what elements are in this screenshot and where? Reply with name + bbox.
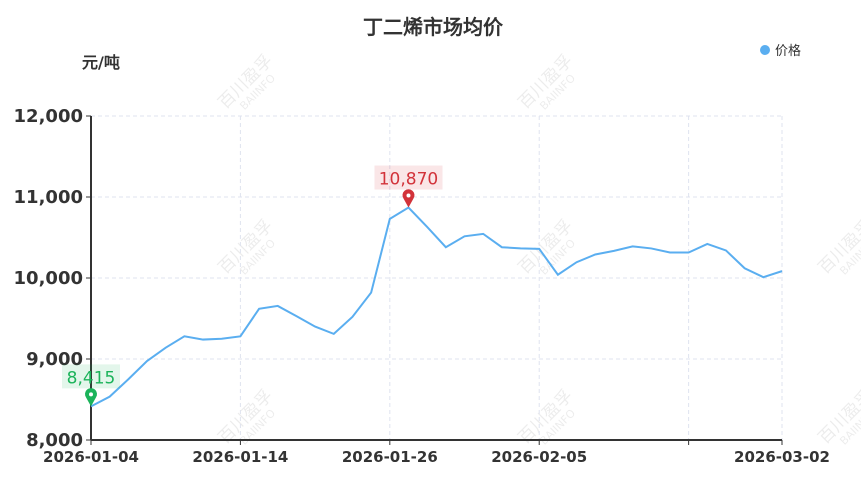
legend-item[interactable]: 价格 [760, 43, 801, 59]
y-tick-label: 11,000 [14, 187, 83, 208]
pin-icon [84, 388, 98, 407]
min-marker: 8,415 [62, 364, 120, 407]
pin-icon [402, 189, 415, 208]
chart-title: 丁二烯市场均价 [363, 15, 504, 39]
y-tick-label: 12,000 [14, 106, 83, 127]
x-tick-label: 2026-01-04 [43, 448, 139, 466]
y-tick-label: 8,000 [26, 430, 83, 451]
grid [91, 115, 783, 440]
legend-marker [760, 45, 770, 55]
marker-label-bg [62, 364, 120, 389]
y-axis-unit: 元/吨 [82, 53, 120, 72]
marker-label: 10,870 [379, 170, 438, 190]
x-tick-label: 2026-01-26 [342, 448, 438, 466]
price-line [90, 206, 783, 408]
marker-label: 8,415 [67, 368, 116, 388]
marker-label-bg [374, 165, 443, 190]
x-tick-label: 2026-02-05 [491, 448, 587, 466]
legend-label: 价格 [775, 43, 801, 59]
y-tick-label: 9,000 [26, 349, 83, 370]
y-tick-label: 10,000 [14, 268, 83, 289]
series-line [90, 206, 783, 408]
x-tick-label: 2026-01-14 [192, 448, 288, 466]
x-tick-label: 2026-03-02 [734, 448, 830, 466]
axes: 8,000 9,000 10,000 11,000 12,000 2026-01-04 20… [14, 106, 830, 466]
annotations: 10,870 8,415 [62, 165, 443, 407]
max-marker: 10,870 [374, 165, 443, 208]
